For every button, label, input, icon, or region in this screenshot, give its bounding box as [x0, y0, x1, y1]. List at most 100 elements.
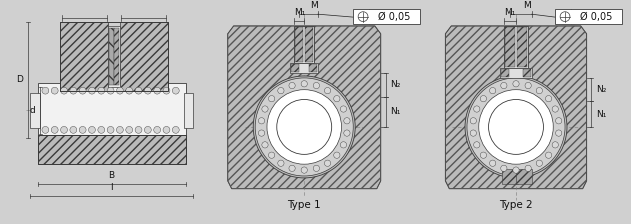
- Circle shape: [126, 87, 133, 94]
- Circle shape: [51, 87, 58, 94]
- Bar: [309, 64, 317, 72]
- Circle shape: [545, 152, 551, 158]
- Circle shape: [301, 81, 307, 87]
- Circle shape: [144, 87, 151, 94]
- Circle shape: [135, 126, 142, 133]
- Circle shape: [107, 126, 114, 133]
- Circle shape: [470, 130, 476, 136]
- Circle shape: [80, 87, 86, 94]
- Bar: [108, 26, 120, 87]
- Circle shape: [144, 126, 151, 133]
- Circle shape: [268, 152, 274, 158]
- Bar: [60, 22, 168, 91]
- Circle shape: [465, 76, 567, 178]
- Circle shape: [267, 90, 341, 164]
- Circle shape: [552, 142, 558, 148]
- Text: N₂: N₂: [391, 80, 401, 89]
- Circle shape: [163, 126, 170, 133]
- Text: M: M: [523, 1, 531, 10]
- Text: B: B: [109, 171, 115, 180]
- Circle shape: [278, 88, 284, 94]
- Circle shape: [536, 88, 543, 94]
- Circle shape: [358, 12, 368, 22]
- Bar: [295, 27, 304, 62]
- Text: M₁: M₁: [293, 8, 305, 17]
- Circle shape: [490, 88, 496, 94]
- Polygon shape: [228, 26, 380, 189]
- Circle shape: [135, 87, 142, 94]
- Bar: [120, 22, 168, 91]
- Circle shape: [61, 87, 68, 94]
- Circle shape: [262, 142, 268, 148]
- Circle shape: [255, 78, 353, 176]
- Circle shape: [70, 87, 77, 94]
- Circle shape: [490, 160, 496, 166]
- Bar: [517, 27, 527, 67]
- Circle shape: [344, 118, 350, 124]
- Circle shape: [61, 126, 68, 133]
- Bar: [184, 93, 194, 128]
- Circle shape: [474, 106, 480, 112]
- Circle shape: [51, 126, 58, 133]
- Circle shape: [545, 96, 551, 102]
- Text: N₂: N₂: [596, 85, 607, 94]
- Text: M₁: M₁: [504, 8, 516, 17]
- Circle shape: [555, 130, 562, 136]
- Circle shape: [301, 167, 307, 173]
- Bar: [353, 9, 420, 24]
- Circle shape: [552, 106, 558, 112]
- Circle shape: [117, 126, 123, 133]
- Bar: [504, 26, 528, 68]
- Circle shape: [513, 167, 519, 173]
- Circle shape: [467, 78, 565, 176]
- Circle shape: [555, 118, 562, 124]
- Circle shape: [126, 126, 133, 133]
- Circle shape: [258, 118, 264, 124]
- Circle shape: [172, 87, 179, 94]
- Circle shape: [340, 142, 346, 148]
- Circle shape: [163, 87, 170, 94]
- Bar: [501, 69, 509, 77]
- Text: M: M: [310, 1, 318, 10]
- Circle shape: [278, 160, 284, 166]
- Circle shape: [479, 90, 553, 164]
- Circle shape: [268, 96, 274, 102]
- Circle shape: [289, 165, 295, 171]
- Circle shape: [344, 130, 350, 136]
- Bar: [30, 93, 40, 128]
- Circle shape: [154, 87, 160, 94]
- Circle shape: [172, 126, 179, 133]
- Bar: [37, 135, 186, 164]
- Bar: [114, 28, 119, 85]
- Circle shape: [117, 87, 123, 94]
- Bar: [37, 83, 186, 138]
- Circle shape: [480, 96, 487, 102]
- Bar: [305, 27, 313, 62]
- Circle shape: [334, 96, 340, 102]
- Circle shape: [107, 87, 114, 94]
- Circle shape: [88, 87, 95, 94]
- Circle shape: [480, 152, 487, 158]
- Text: Ø 0,05: Ø 0,05: [378, 12, 411, 22]
- Circle shape: [536, 160, 543, 166]
- Polygon shape: [445, 26, 587, 189]
- Bar: [500, 68, 532, 78]
- Circle shape: [42, 87, 49, 94]
- Circle shape: [525, 82, 531, 89]
- Circle shape: [340, 106, 346, 112]
- Circle shape: [262, 106, 268, 112]
- Circle shape: [470, 118, 476, 124]
- Text: d: d: [30, 106, 35, 115]
- Circle shape: [313, 82, 319, 89]
- Circle shape: [324, 88, 331, 94]
- Text: Type 1: Type 1: [287, 200, 321, 210]
- Circle shape: [80, 126, 86, 133]
- Circle shape: [324, 160, 331, 166]
- Bar: [295, 26, 314, 63]
- Circle shape: [98, 126, 105, 133]
- Circle shape: [154, 126, 160, 133]
- Bar: [109, 28, 114, 85]
- Text: N₁: N₁: [391, 107, 401, 116]
- Circle shape: [70, 126, 77, 133]
- Text: N₁: N₁: [596, 110, 607, 119]
